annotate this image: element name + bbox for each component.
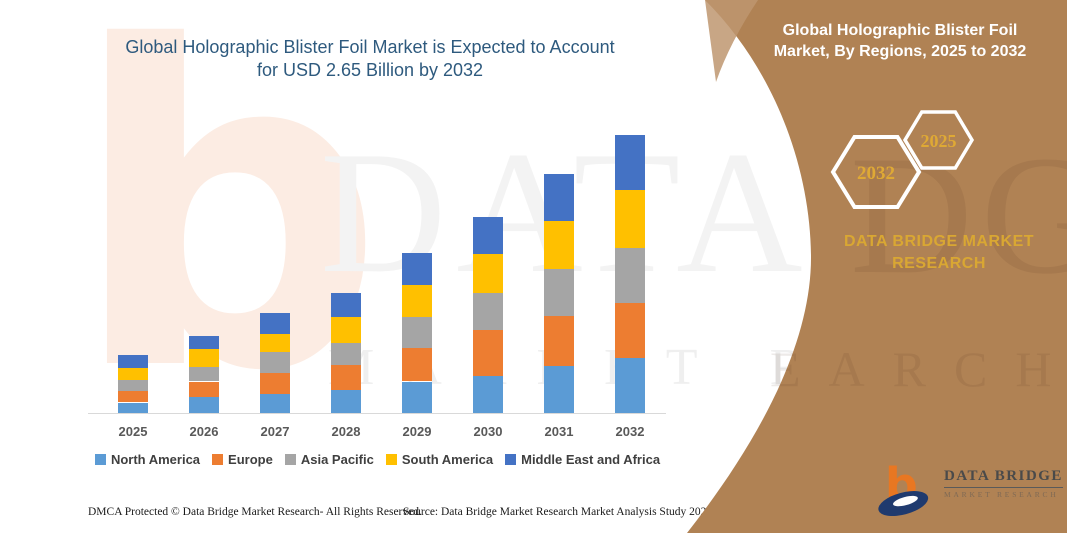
legend-swatch [212,454,224,465]
bar-segment-2029-middle-east-and-africa [402,253,432,285]
bar-segment-2026-middle-east-and-africa [189,336,219,349]
bar-segment-2026-asia-pacific [189,366,219,382]
x-axis-line [88,413,666,414]
databridge-logo: b DATA BRIDGE MARKET RESEARCH [874,458,1063,518]
bar-segment-2025-middle-east-and-africa [118,355,148,368]
bar-segment-2026-europe [189,381,219,398]
legend-swatch [505,454,517,465]
dmca-note: DMCA Protected © Data Bridge Market Rese… [88,506,422,518]
chart-legend: North America Europe Asia Pacific South Ame… [80,452,675,467]
legend-item-asia-pacific: Asia Pacific [284,452,374,467]
bar-segment-2031-europe [544,316,574,366]
bar-segment-2029-south-america [402,284,432,318]
bar-segment-2032-south-america [615,190,645,249]
chart-title: Global Holographic Blister Foil Market i… [85,36,655,82]
x-tick-label-2028: 2028 [331,424,361,439]
bar-segment-2027-middle-east-and-africa [260,313,290,335]
bar-segment-2027-asia-pacific [260,352,290,374]
bar-segment-2029-asia-pacific [402,317,432,348]
bar-segment-2026-south-america [189,348,219,367]
bar-segment-2028-middle-east-and-africa [331,293,361,318]
logo-name: DATA BRIDGE [944,468,1063,488]
bar-segment-2030-south-america [473,254,503,294]
bar-segment-2029-europe [402,347,432,382]
bar-segment-2025-europe [118,390,148,403]
databridge-logo-icon: b [878,458,929,517]
bar-segment-2030-asia-pacific [473,293,503,331]
x-tick-label-2030: 2030 [473,424,503,439]
legend-label: Asia Pacific [300,452,374,467]
bar-segment-2028-europe [331,364,361,390]
legend-label: North America [110,452,201,467]
legend-swatch [94,454,106,465]
bar-segment-2030-europe [473,330,503,377]
bar-segment-2031-south-america [544,220,574,270]
bar-segment-2025-north-america [118,402,148,413]
logo-subtitle: MARKET RESEARCH [944,490,1059,499]
x-tick-label-2027: 2027 [260,424,290,439]
legend-label: South America [401,452,494,467]
bar-segment-2028-north-america [331,389,361,413]
x-tick-label-2025: 2025 [118,424,148,439]
legend-label: Middle East and Africa [521,452,661,467]
bar-segment-2028-asia-pacific [331,342,361,365]
bar-segment-2027-south-america [260,334,290,353]
bar-segment-2027-europe [260,373,290,395]
legend-item-middle-east-and-africa: Middle East and Africa [505,452,660,467]
bar-segment-2025-south-america [118,367,148,381]
logo-text-block: DATA BRIDGE MARKET RESEARCH [944,468,1063,499]
x-tick-label-2031: 2031 [544,424,574,439]
x-tick-label-2032: 2032 [615,424,645,439]
bar-segment-2029-north-america [402,381,432,413]
bar-segment-2031-north-america [544,365,574,413]
bar-segment-2032-north-america [615,358,645,413]
bar-segment-2030-north-america [473,376,503,413]
legend-item-north-america: North America [94,452,201,467]
bar-segment-2032-middle-east-and-africa [615,134,645,191]
chart-title-line2: for USD 2.65 Billion by 2032 [256,60,484,80]
bar-segment-2025-asia-pacific [118,380,148,391]
chart-title-line1: Global Holographic Blister Foil Market i… [125,37,615,57]
legend-item-europe: Europe [212,452,273,467]
legend-label: Europe [228,452,273,467]
source-note: Source: Data Bridge Market Research Mark… [403,506,713,518]
legend-item-south-america: South America [385,452,494,467]
x-tick-label-2026: 2026 [189,424,219,439]
bar-segment-2031-middle-east-and-africa [544,173,574,221]
legend-swatch [284,454,296,465]
legend-swatch [385,454,397,465]
bar-segment-2027-north-america [260,394,290,413]
bar-segment-2028-south-america [331,317,361,343]
bar-segment-2032-europe [615,302,645,359]
x-tick-label-2029: 2029 [402,424,432,439]
bar-segment-2032-asia-pacific [615,248,645,303]
bar-segment-2026-north-america [189,397,219,413]
bar-segment-2030-middle-east-and-africa [473,216,503,255]
bar-segment-2031-asia-pacific [544,269,574,317]
